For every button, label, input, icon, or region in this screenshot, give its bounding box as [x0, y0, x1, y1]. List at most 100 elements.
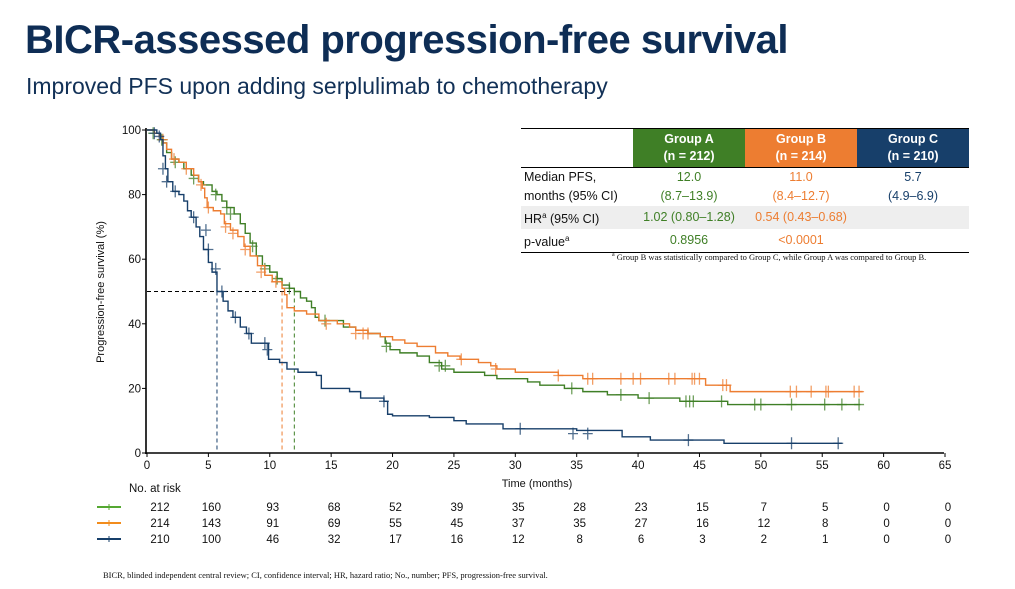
stats-header-blank [521, 128, 633, 168]
censor-mark [203, 201, 214, 214]
censor-mark [216, 285, 227, 298]
risk-count: 160 [202, 502, 221, 514]
group-a-name: Group A [664, 132, 714, 146]
censor-mark [644, 392, 655, 405]
censor-mark [220, 220, 231, 233]
y-tick-label: 0 [135, 448, 141, 460]
p-label: p-valuea [521, 229, 633, 253]
y-axis-title: Progression-free survival (%) [95, 221, 107, 363]
x-tick-label: 20 [386, 460, 399, 472]
risk-count: 39 [451, 502, 464, 514]
group-b-name: Group B [776, 132, 826, 146]
risk-count: 210 [150, 534, 169, 546]
censor-mark [755, 398, 766, 411]
group-b-hr: 0.54 (0.43–0.68) [745, 206, 857, 230]
censor-mark [854, 385, 865, 398]
group-a-hr: 1.02 (0.80–1.28) [633, 206, 745, 230]
y-tick-label: 80 [128, 190, 141, 202]
group-b-p: <0.0001 [778, 233, 824, 248]
x-tick-label: 60 [877, 460, 890, 472]
censor-mark [256, 266, 267, 279]
footnote-text: Group B was statistically compared to Gr… [616, 252, 927, 262]
censor-mark [721, 379, 732, 392]
risk-count: 35 [573, 518, 586, 530]
risk-count: 16 [451, 534, 464, 546]
censor-mark [154, 130, 165, 143]
group-a-median: 12.0 [676, 170, 702, 184]
censor-mark [210, 262, 221, 275]
y-tick-label: 60 [128, 254, 141, 266]
hr-label: HRa (95% CI) [521, 206, 633, 230]
risk-count: 0 [883, 502, 889, 514]
censor-mark [806, 385, 817, 398]
censor-mark [272, 272, 283, 285]
y-tick-label: 20 [128, 383, 141, 395]
risk-count: 55 [389, 518, 402, 530]
table-footnote: a Group B was statistically compared to … [612, 252, 926, 262]
censor-mark [196, 178, 207, 191]
group-b-median: 11.0 [789, 170, 813, 184]
stats-table: Group A (n = 212) Group B (n = 214) Grou… [521, 128, 969, 254]
median-reference-lines [147, 291, 295, 453]
censor-mark [587, 372, 598, 385]
p-superscript: a [565, 234, 570, 244]
x-tick-label: 55 [816, 460, 829, 472]
risk-count: 15 [696, 502, 709, 514]
censor-mark [819, 398, 830, 411]
censor-mark [456, 353, 467, 366]
censor-mark [188, 211, 199, 224]
risk-count: 28 [573, 502, 586, 514]
censor-mark [440, 359, 451, 372]
risk-count: 1 [822, 534, 828, 546]
risk-count: 6 [638, 534, 644, 546]
censor-mark [210, 188, 221, 201]
y-tick-label: 40 [128, 319, 141, 331]
censor-mark [243, 327, 254, 340]
censor-mark [362, 327, 373, 340]
page-title: BICR-assessed progression-free survival [25, 18, 789, 62]
group-c-p [857, 229, 969, 253]
median-label-1: Median PFS, [524, 170, 597, 184]
risk-count: 214 [150, 518, 170, 530]
hr-superscript: a [542, 211, 547, 220]
risk-count: 93 [266, 502, 279, 514]
x-tick-label: 45 [693, 460, 706, 472]
risk-count: 45 [451, 518, 464, 530]
group-b-median-ci: (8.4–12.7) [772, 189, 830, 203]
y-tick-label: 100 [122, 125, 141, 137]
censor-mark [381, 340, 392, 353]
median-row: Median PFS, 12.0 11.0 5.7 [521, 168, 969, 188]
risk-count: 46 [266, 534, 279, 546]
risk-count: 35 [512, 502, 525, 514]
x-tick-label: 5 [205, 460, 211, 472]
censor-mark [321, 317, 332, 330]
censor-mark [669, 372, 680, 385]
risk-count: 69 [328, 518, 341, 530]
censor-mark [615, 372, 626, 385]
group-c-name: Group C [888, 132, 938, 146]
x-tick-label: 30 [509, 460, 522, 472]
censor-mark [515, 422, 526, 435]
risk-count: 16 [696, 518, 709, 530]
x-tick-label: 0 [144, 460, 150, 472]
censor-mark [170, 185, 181, 198]
censor-mark [259, 337, 270, 350]
abbreviations-footer: BICR, blinded independent central review… [103, 570, 548, 580]
censor-mark [230, 311, 241, 324]
p-label-text: p-value [524, 235, 565, 250]
group-b-header: Group B (n = 214) [745, 128, 857, 168]
censor-mark [284, 282, 295, 295]
censor-mark [240, 243, 251, 256]
censor-mark [683, 434, 694, 447]
censor-mark [490, 363, 501, 376]
risk-count: 8 [822, 518, 828, 530]
risk-count: 0 [945, 534, 951, 546]
risk-table: No. at risk 212 160 93 68 52 39 35 28 23 15 7 5 0 021… [97, 483, 951, 546]
censor-mark [157, 162, 168, 175]
censor-mark [270, 275, 281, 288]
censor-mark [378, 395, 389, 408]
risk-count: 91 [266, 518, 279, 530]
censor-mark [786, 398, 797, 411]
x-tick-label: 15 [325, 460, 338, 472]
risk-count: 100 [202, 534, 221, 546]
